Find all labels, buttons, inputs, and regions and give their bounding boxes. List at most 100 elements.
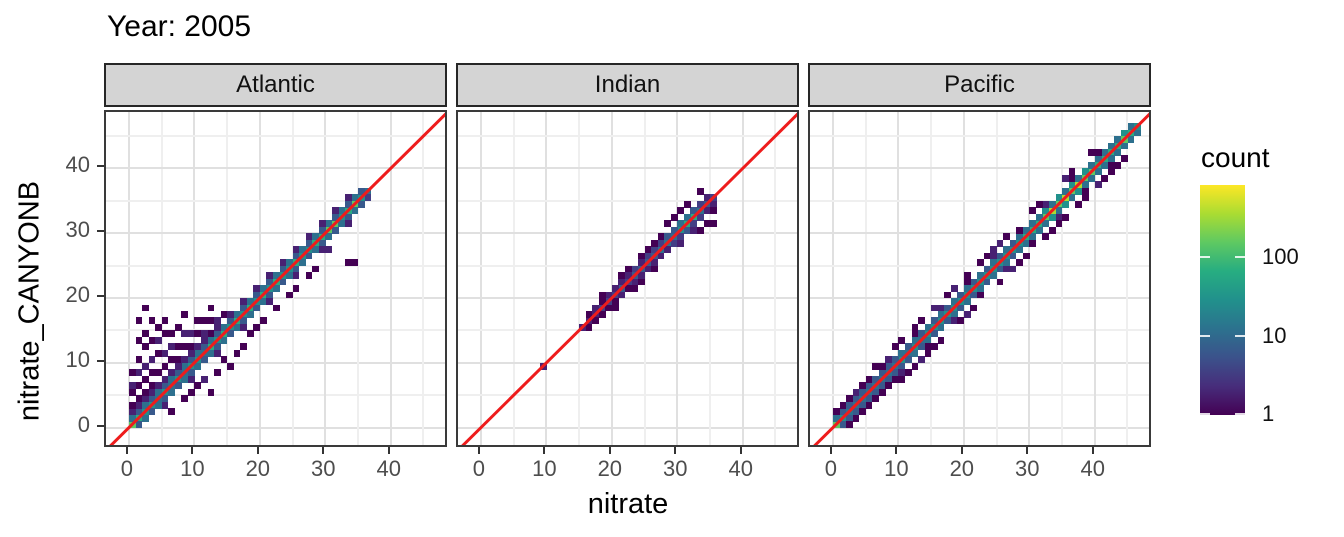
count-bin <box>135 356 143 364</box>
count-bin <box>200 375 208 383</box>
count-bin <box>233 311 241 318</box>
count-bin <box>253 285 261 292</box>
count-bin <box>1055 194 1063 202</box>
count-bin <box>585 311 593 318</box>
count-bin <box>1088 174 1096 182</box>
grid-major-v <box>610 112 613 445</box>
grid-major-h <box>106 361 445 364</box>
count-bin <box>187 375 195 383</box>
count-bin <box>651 239 658 247</box>
grid-major-h <box>810 426 1149 429</box>
grid-major-h <box>106 296 445 299</box>
count-bin <box>592 317 600 325</box>
x-axis-tick <box>191 447 194 454</box>
count-bin <box>872 375 880 383</box>
count-bin <box>990 246 997 254</box>
facet-strip-pacific: Pacific <box>808 63 1151 107</box>
count-bin <box>1094 168 1102 176</box>
x-axis-tick-label: 40 <box>1080 456 1105 481</box>
count-bin <box>194 382 202 390</box>
count-bin <box>950 298 958 305</box>
count-bin <box>598 311 606 318</box>
count-bin <box>918 330 925 338</box>
grid-major-h <box>810 361 1149 364</box>
count-bin <box>174 356 182 364</box>
count-bin <box>657 233 665 241</box>
count-bin <box>128 414 136 422</box>
count-bin <box>852 408 860 416</box>
count-bin <box>911 330 919 338</box>
x-axis-tick <box>256 447 259 454</box>
count-bin <box>1094 155 1102 163</box>
count-bin <box>898 336 906 344</box>
count-bin <box>618 272 626 279</box>
legend-count: count 100 10 1 <box>1198 142 1344 442</box>
y-axis-tick-label: 30 <box>65 217 90 243</box>
count-bin <box>135 317 143 325</box>
count-bin <box>891 343 899 351</box>
count-bin <box>944 317 952 325</box>
count-bin <box>168 408 176 416</box>
count-bin <box>1114 161 1122 169</box>
count-bin <box>305 272 313 279</box>
count-bin <box>1120 129 1128 137</box>
count-bin <box>651 259 658 266</box>
count-bin <box>259 285 267 292</box>
x-axis-tick-label: 30 <box>311 456 336 481</box>
count-bin <box>950 285 958 292</box>
count-bin <box>605 304 613 312</box>
count-bin <box>1016 233 1024 241</box>
x-axis-tick-label: 10 <box>532 456 557 481</box>
x-axis-tick-label: 0 <box>120 456 134 481</box>
count-bin <box>683 200 691 208</box>
count-bin <box>931 343 938 351</box>
count-bin <box>624 265 632 273</box>
count-bin <box>214 330 221 338</box>
count-bin <box>1081 168 1089 176</box>
count-bin <box>1003 259 1010 266</box>
count-bin <box>351 259 359 266</box>
grid-minor-h <box>106 199 445 202</box>
count-bin <box>1048 200 1056 208</box>
grid-major-h <box>458 167 797 170</box>
count-bin <box>598 298 606 305</box>
count-bin <box>1088 161 1096 169</box>
x-axis-tick-label: 20 <box>245 456 271 481</box>
count-bin <box>683 213 691 221</box>
count-bin <box>161 349 169 357</box>
count-bin <box>996 265 1004 273</box>
count-bin <box>1075 187 1082 195</box>
count-bin <box>240 323 248 331</box>
x-axis-tick-label: 0 <box>472 456 486 481</box>
grid-major-v <box>831 112 834 445</box>
grid-minor-h <box>810 134 1149 137</box>
legend-tick-label: 100 <box>1262 244 1299 270</box>
count-bin <box>690 226 698 234</box>
grid-minor-h <box>810 199 1149 202</box>
count-bin <box>924 336 932 344</box>
count-bin <box>148 336 156 344</box>
count-bin <box>891 369 899 377</box>
y-axis-tick-label: 40 <box>65 152 90 178</box>
y-axis-tick-label: 10 <box>65 346 90 372</box>
count-bin <box>331 213 339 221</box>
count-bin <box>161 362 169 370</box>
count-bin <box>1068 181 1076 189</box>
count-bin <box>690 207 698 215</box>
count-bin <box>142 395 149 403</box>
count-bin <box>161 401 169 409</box>
count-bin <box>187 356 195 364</box>
grid-minor-v <box>226 112 229 445</box>
count-bin <box>690 220 698 228</box>
count-bin <box>214 369 221 377</box>
count-bin <box>996 278 1004 286</box>
count-bin <box>885 356 893 364</box>
y-axis-tick <box>97 424 104 427</box>
count-bin <box>200 336 208 344</box>
count-bin <box>142 362 149 370</box>
count-bin <box>846 395 853 403</box>
count-bin <box>142 414 149 422</box>
grid-major-h <box>810 232 1149 235</box>
legend-tick-mark <box>1200 335 1210 338</box>
